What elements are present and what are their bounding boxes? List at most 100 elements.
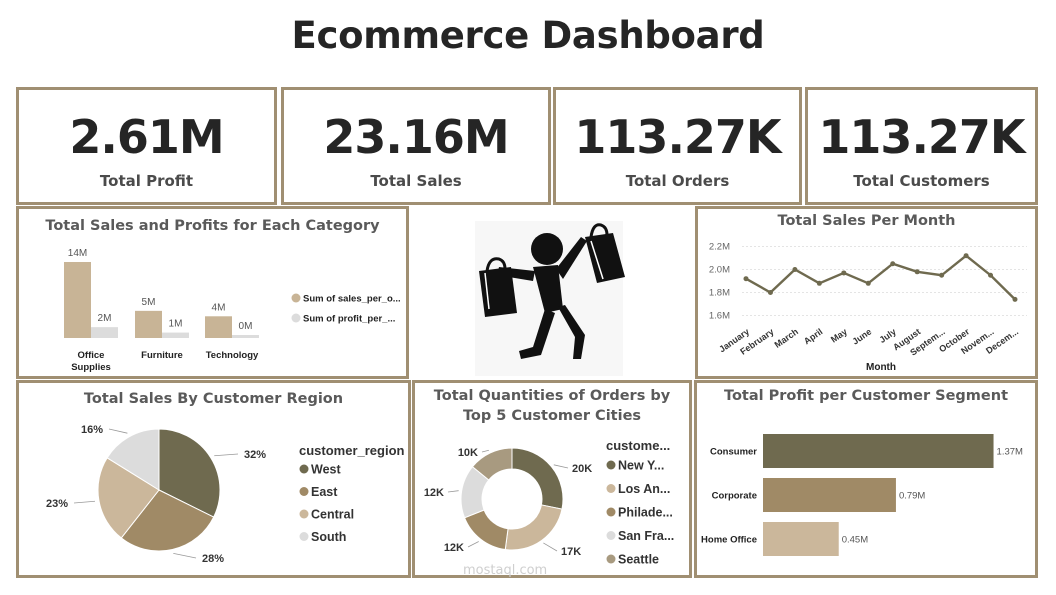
x-tick-label: May — [829, 326, 849, 344]
kpi-label: Total Customers — [853, 172, 990, 190]
region-chart-panel: Total Sales By Customer Region 32% 28% 23%… — [16, 380, 411, 578]
kpi-card-total-orders: 113.27K Total Orders — [553, 87, 802, 205]
legend-label: Seattle — [618, 553, 659, 567]
kpi-value: 113.27K — [818, 110, 1025, 164]
segment-chart-panel: Total Profit per Customer Segment Consum… — [694, 380, 1038, 578]
legend-label: Sum of sales_per_o... — [303, 294, 401, 305]
chart-title: Total Sales and Profits for Each Categor… — [45, 218, 380, 234]
legend-label: San Fra... — [618, 529, 674, 543]
bar — [64, 262, 91, 338]
legend-marker — [291, 313, 301, 323]
y-tick-label: Home Office — [701, 535, 757, 546]
donut-slice — [463, 509, 509, 551]
data-label: 16% — [81, 424, 103, 436]
kpi-value: 2.61M — [69, 110, 224, 164]
data-label: 32% — [244, 449, 266, 461]
leader-line — [214, 453, 239, 457]
pie-slice — [158, 428, 221, 518]
leader-line — [173, 553, 197, 559]
data-label: 0M — [239, 321, 253, 332]
cities-donut-chart: 20K 17K 12K 12K 10K custome... New Y... Los An.… — [424, 438, 674, 567]
data-point — [841, 270, 847, 276]
bar — [763, 522, 839, 556]
leader-line — [543, 542, 558, 552]
legend-label: West — [311, 463, 341, 477]
legend-marker — [606, 484, 616, 493]
pie-slice — [106, 428, 160, 491]
legend-label: South — [311, 530, 346, 544]
bar — [763, 478, 896, 512]
data-label: 5M — [142, 297, 156, 308]
kpi-card-total-profit: 2.61M Total Profit — [16, 87, 277, 205]
leader-line — [481, 449, 489, 453]
data-label: 23% — [46, 498, 68, 510]
data-label: 20K — [572, 463, 592, 475]
leader-line — [467, 541, 479, 548]
chart-title: Total Quantities of Orders by Top 5 Cust… — [433, 388, 671, 424]
data-label: 1M — [169, 319, 183, 330]
bar — [162, 332, 189, 338]
legend-marker — [606, 507, 616, 517]
data-label: 0.79M — [899, 491, 925, 502]
kpi-value: 23.16M — [323, 110, 509, 164]
watermark: mostaql.com — [463, 563, 548, 578]
y-tick-label: 1.6M — [709, 311, 730, 322]
legend-label: Philade... — [618, 506, 673, 520]
bar — [232, 335, 259, 338]
data-point — [816, 280, 822, 286]
legend-marker — [606, 531, 616, 540]
data-label: 12K — [424, 487, 444, 499]
data-label: 4M — [212, 302, 226, 313]
category-chart-panel: Total Sales and Profits for Each Categor… — [16, 206, 409, 379]
tick-label: Office — [78, 350, 105, 361]
legend-label: Central — [311, 508, 354, 522]
pie-slice — [97, 457, 160, 539]
data-point — [939, 272, 945, 278]
legend-label: Sum of profit_per_... — [303, 314, 395, 325]
x-tick-label: March — [773, 326, 800, 349]
leader-line — [108, 428, 128, 434]
legend-title: customer_region — [299, 443, 405, 458]
legend-label: New Y... — [618, 459, 664, 473]
legend-marker — [291, 293, 301, 303]
legend-marker — [299, 509, 309, 519]
legend-marker — [606, 554, 616, 564]
leader-line — [447, 490, 459, 493]
chart-title: Total Sales Per Month — [777, 213, 956, 229]
legend-title: custome... — [606, 438, 670, 453]
bar — [91, 327, 118, 338]
tick-label: Furniture — [141, 350, 183, 361]
leader-line — [73, 500, 96, 504]
legend-label: Los An... — [618, 482, 670, 496]
kpi-label: Total Sales — [370, 172, 462, 190]
kpi-label: Total Orders — [625, 172, 730, 190]
kpi-label: Total Profit — [99, 172, 194, 190]
dashboard-title: Ecommerce Dashboard — [291, 14, 765, 57]
y-tick-label: 1.8M — [709, 288, 730, 299]
data-label: 14M — [68, 248, 87, 259]
kpi-value: 113.27K — [574, 110, 781, 164]
image-panel — [410, 206, 694, 379]
donut-slice — [471, 447, 513, 481]
legend-marker — [299, 464, 309, 474]
legend-label: East — [311, 485, 338, 499]
pie-slice — [120, 489, 215, 552]
legend-marker — [606, 460, 616, 470]
data-point — [743, 276, 749, 282]
donut-slice — [511, 447, 564, 510]
data-label: 12K — [444, 542, 464, 554]
leader-line — [553, 464, 569, 469]
y-tick-label: 2.2M — [709, 242, 730, 253]
data-point — [767, 290, 773, 295]
legend-marker — [299, 532, 309, 541]
cities-chart-panel: Total Quantities of Orders by Top 5 Cust… — [412, 380, 692, 578]
series-line — [745, 254, 1016, 301]
kpi-card-total-sales: 23.16M Total Sales — [281, 87, 551, 205]
region-pie-chart: 32% 28% 23% 16% customer_region West East Centr… — [46, 424, 405, 565]
donut-slice — [504, 504, 563, 551]
data-point — [914, 269, 920, 275]
tick-label: Technology — [206, 350, 259, 361]
segment-bar-chart: Consumer 1.37M Corporate 0.79M Home Office 0.… — [701, 434, 1023, 556]
chart-title: Total Profit per Customer Segment — [723, 388, 1009, 404]
